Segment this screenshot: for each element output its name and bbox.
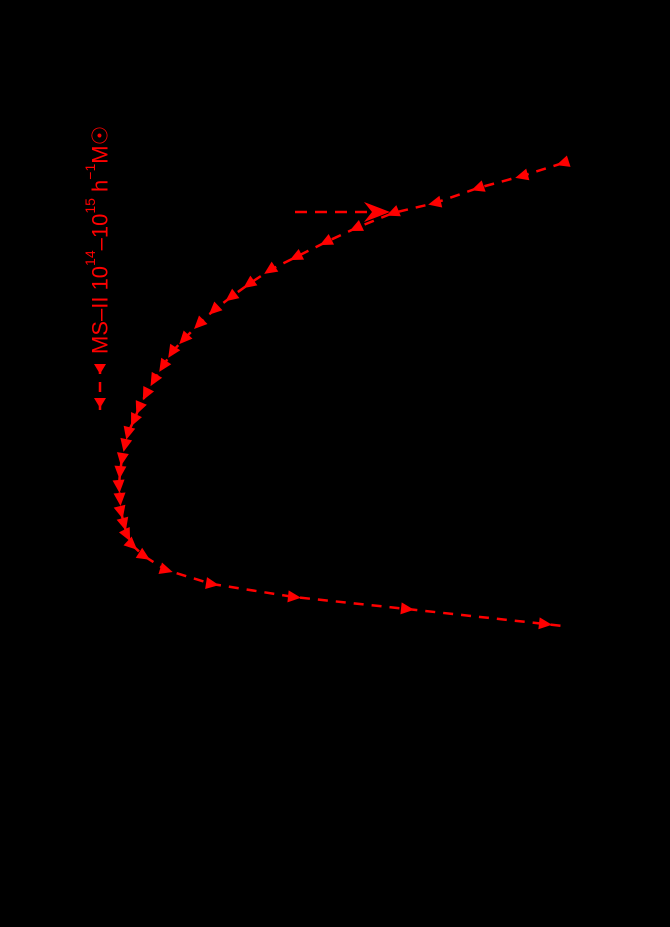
triangle-marker-icon xyxy=(205,577,219,589)
triangle-marker-icon xyxy=(515,168,530,181)
triangle-marker-icon xyxy=(471,180,486,192)
annotation-arrow xyxy=(295,202,390,222)
triangle-marker-icon xyxy=(135,547,150,560)
triangle-marker-icon xyxy=(243,275,258,289)
triangle-marker-icon xyxy=(179,330,193,345)
legend-label: MS–II 1014–1015 h−1M☉ xyxy=(82,125,113,354)
triangle-marker-icon xyxy=(289,248,305,261)
triangle-marker-icon xyxy=(386,205,401,217)
legend: MS–II 1014–1015 h−1M☉ xyxy=(82,125,113,410)
triangle-marker-icon xyxy=(116,516,129,531)
triangle-marker-icon xyxy=(400,602,414,615)
triangle-marker-icon xyxy=(287,590,301,603)
data-series-line xyxy=(117,161,564,628)
triangle-marker-icon xyxy=(112,479,125,493)
triangle-marker-icon xyxy=(116,452,129,466)
triangle-marker-icon xyxy=(264,261,279,274)
triangle-marker-icon xyxy=(158,562,173,574)
triangle-marker-icon xyxy=(113,504,126,519)
triangle-marker-icon xyxy=(194,315,208,329)
triangle-marker-icon xyxy=(142,385,155,401)
triangle-marker-icon xyxy=(349,220,364,231)
triangle-marker-icon xyxy=(168,343,181,358)
triangle-marker-icon xyxy=(118,526,131,542)
arrowhead-icon xyxy=(364,202,390,222)
triangle-marker-icon xyxy=(131,412,142,427)
triangle-marker-icon xyxy=(556,155,571,167)
triangle-marker-icon xyxy=(114,465,127,479)
triangle-marker-icon xyxy=(113,492,126,506)
triangle-marker-icon xyxy=(159,357,172,372)
triangle-marker-icon xyxy=(150,371,163,387)
triangle-marker-icon xyxy=(120,437,133,452)
triangle-marker-icon xyxy=(225,288,240,302)
triangle-marker-icon xyxy=(428,195,443,208)
triangle-marker-icon xyxy=(538,617,552,630)
triangle-marker-icon xyxy=(319,233,335,246)
triangle-marker-icon xyxy=(208,301,223,315)
legend-line-sample-icon xyxy=(93,360,106,410)
data-series-markers xyxy=(112,155,571,630)
triangle-marker-icon xyxy=(123,536,138,550)
triangle-marker-icon xyxy=(135,400,147,415)
triangle-marker-icon xyxy=(123,425,136,440)
